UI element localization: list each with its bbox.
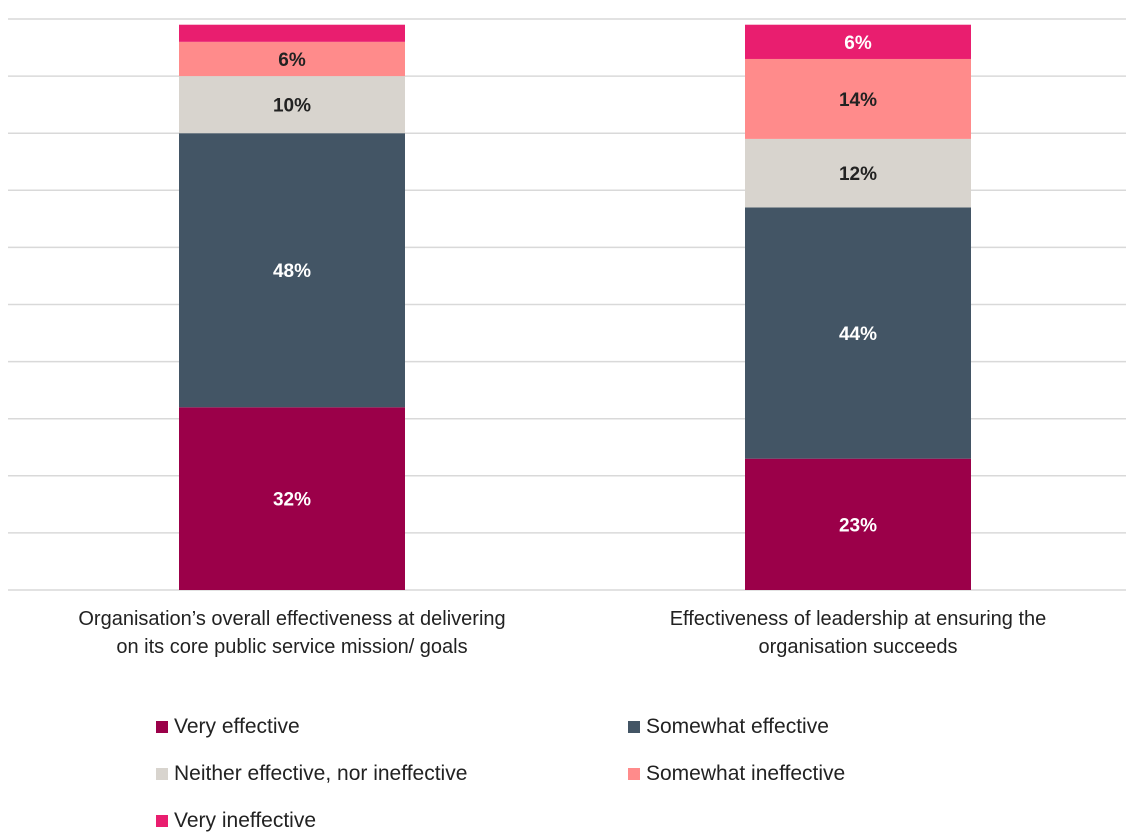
category-label: on its core public service mission/ goal… [116,636,467,658]
data-label: 48% [273,261,311,282]
legend-label: Somewhat effective [646,715,829,738]
legend-swatch [628,768,640,780]
category-label: Organisation’s overall effectiveness at … [78,608,505,630]
legend-swatch [156,815,168,827]
legend-item: Somewhat ineffective [628,762,845,786]
legend-swatch [156,721,168,733]
bar-segment-somewhat-ineffective-1 [179,41,405,77]
data-label: 6% [278,50,306,71]
bar-segment-somewhat-effective-1 [179,133,405,408]
bar-segment-very-ineffective-1 [179,24,405,42]
legend-label: Neither effective, nor ineffective [174,762,468,785]
data-label: 23% [839,515,877,536]
legend-item: Neither effective, nor ineffective [156,762,467,786]
category-label: organisation succeeds [758,636,957,658]
data-label: 10% [273,96,311,117]
bar-segment-very-effective-1 [179,407,405,590]
legend-swatch [628,721,640,733]
bar-segment-somewhat-ineffective-2 [745,58,971,139]
bar-segment-somewhat-effective-2 [745,207,971,459]
data-label: 32% [273,490,311,511]
category-label: Effectiveness of leadership at ensuring … [670,608,1047,630]
legend-item: Somewhat effective [628,715,829,739]
bar-segment-very-ineffective-2 [745,24,971,59]
legend-item: Very effective [156,715,300,739]
bars [179,24,971,590]
legend-label: Very ineffective [174,809,317,832]
data-labels: 32% 48% 10% 6% 23% 44% 12% 14% 6% [273,33,877,536]
stacked-bar-chart: 32% 48% 10% 6% 23% 44% 12% 14% 6% Organisation’s… [8,18,1126,658]
legend-label: Somewhat ineffective [646,762,846,785]
legend-swatch [156,768,168,780]
data-label: 12% [839,164,877,185]
bar-segment-neither-effective-nor-ineffective-1 [179,76,405,134]
bar-segment-neither-effective-nor-ineffective-2 [745,138,971,208]
data-label: 14% [839,90,877,111]
legend-label: Very effective [174,715,300,738]
legend-item: Very ineffective [156,809,316,833]
data-label: 44% [839,324,877,345]
data-label: 6% [844,33,872,54]
bar-segment-very-effective-2 [745,458,971,590]
category-labels: Organisation’s overall effectiveness at … [78,608,1046,658]
